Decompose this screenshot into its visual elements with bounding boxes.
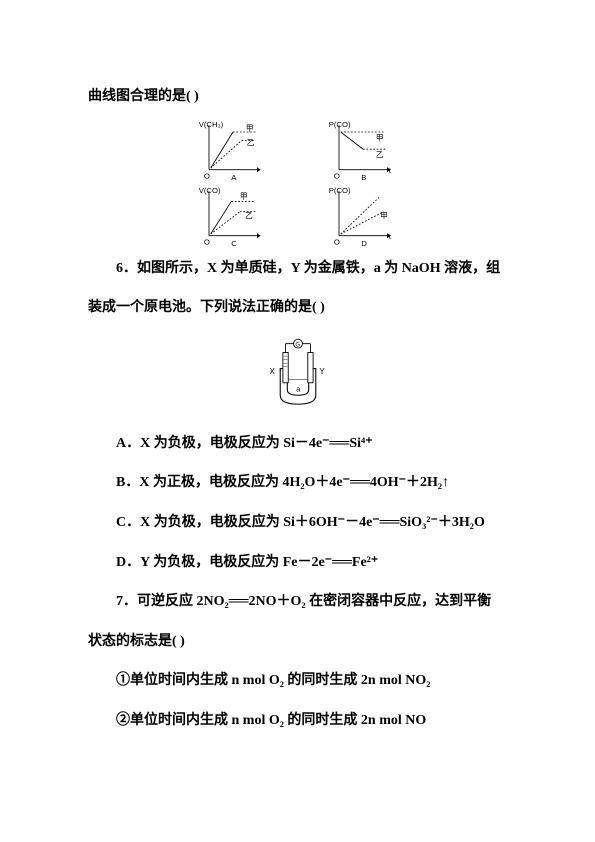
svg-text:O: O xyxy=(333,171,339,180)
chart-B-ylabel: P(CO) xyxy=(328,120,350,129)
svg-text:a: a xyxy=(296,385,300,393)
svg-text:t: t xyxy=(388,232,391,241)
svg-text:O: O xyxy=(333,237,339,246)
option-C: C．X 为负极，电极反应为 Si＋6OH⁻－4e⁻══SiO₃²⁻＋3H₂O xyxy=(88,506,507,540)
chart-row-1: V(CH₃) O 甲 乙 A P(CO) O 甲 xyxy=(88,120,507,180)
cell-label-X: X xyxy=(269,367,275,376)
svg-text:O: O xyxy=(203,237,209,246)
svg-text:甲: 甲 xyxy=(245,124,253,133)
svg-text:G: G xyxy=(295,341,300,348)
q5-tail-text: 曲线图合理的是( ) xyxy=(88,80,507,114)
svg-text:O: O xyxy=(203,171,209,180)
cell-diagram: G X Y a xyxy=(253,333,343,413)
q6-text-line2: 装成一个原电池。下列说法正确的是( ) xyxy=(88,291,507,325)
svg-text:乙: 乙 xyxy=(246,138,254,147)
chart-D: P(CO) O 甲 t D xyxy=(328,186,398,246)
svg-text:乙: 乙 xyxy=(375,150,383,159)
cell-diagram-wrap: G X Y a xyxy=(88,333,507,413)
chart-C: V(CO) O 甲 乙 C xyxy=(198,186,268,246)
option-B: B．X 为正极，电极反应为 4H₂O＋4e⁻══4OH⁻＋2H₂↑ xyxy=(88,466,507,500)
q6-text-line1: 6．如图所示，X 为单质硅，Y 为金属铁，a 为 NaOH 溶液，组 xyxy=(88,252,507,286)
chart-D-ylabel: P(CO) xyxy=(328,186,350,195)
option-D: D．Y 为负极，电极反应为 Fe－2e⁻══Fe²⁺ xyxy=(88,546,507,580)
svg-text:A: A xyxy=(231,173,237,180)
svg-text:B: B xyxy=(361,173,366,180)
svg-text:乙: 乙 xyxy=(245,211,253,220)
chart-C-ylabel: V(CO) xyxy=(198,186,220,195)
q7-text-line1: 7．可逆反应 2NO₂══2NO＋O₂ 在密闭容器中反应，达到平衡 xyxy=(88,585,507,619)
svg-text:t: t xyxy=(388,166,391,175)
q7-item-1: ①单位时间内生成 n mol O₂ 的同时生成 2n mol NO₂ xyxy=(88,664,507,698)
chart-A-ylabel: V(CH₃) xyxy=(198,120,223,129)
svg-text:D: D xyxy=(361,239,367,246)
chart-A: V(CH₃) O 甲 乙 A xyxy=(198,120,268,180)
option-A: A．X 为负极，电极反应为 Si－4e⁻══Si⁴⁺ xyxy=(88,427,507,461)
svg-text:甲: 甲 xyxy=(239,191,247,200)
svg-text:甲: 甲 xyxy=(380,211,388,220)
cell-label-Y: Y xyxy=(319,367,325,376)
chart-B: P(CO) O 甲 乙 t B xyxy=(328,120,398,180)
q7-text-line2: 状态的标志是( ) xyxy=(88,625,507,659)
svg-text:甲: 甲 xyxy=(375,133,383,142)
chart-row-2: V(CO) O 甲 乙 C P(CO) O 甲 t xyxy=(88,186,507,246)
svg-text:C: C xyxy=(231,239,237,246)
q7-item-2: ②单位时间内生成 n mol O₂ 的同时生成 2n mol NO xyxy=(88,704,507,738)
